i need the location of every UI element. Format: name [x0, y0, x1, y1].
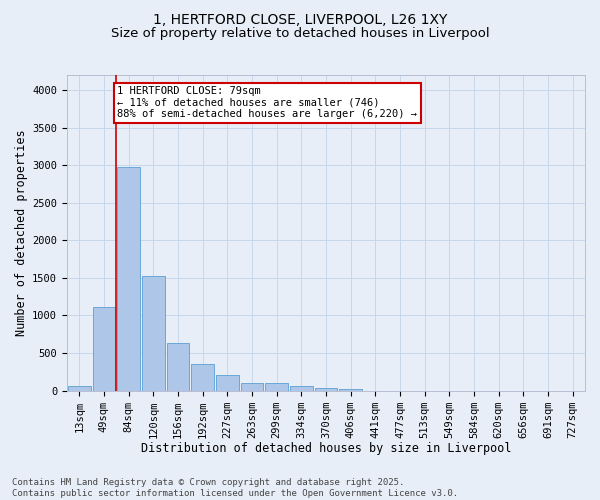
Text: Contains HM Land Registry data © Crown copyright and database right 2025.
Contai: Contains HM Land Registry data © Crown c…: [12, 478, 458, 498]
Bar: [314, 388, 337, 390]
Bar: [92, 307, 115, 390]
Text: 1, HERTFORD CLOSE, LIVERPOOL, L26 1XY: 1, HERTFORD CLOSE, LIVERPOOL, L26 1XY: [153, 12, 447, 26]
Bar: [167, 343, 189, 390]
Bar: [142, 276, 164, 390]
Bar: [339, 389, 362, 390]
Bar: [216, 375, 239, 390]
Bar: [290, 386, 313, 390]
Y-axis label: Number of detached properties: Number of detached properties: [15, 130, 28, 336]
Bar: [68, 386, 91, 390]
X-axis label: Distribution of detached houses by size in Liverpool: Distribution of detached houses by size …: [140, 442, 511, 455]
Text: Size of property relative to detached houses in Liverpool: Size of property relative to detached ho…: [110, 28, 490, 40]
Bar: [241, 383, 263, 390]
Bar: [117, 167, 140, 390]
Bar: [191, 364, 214, 390]
Text: 1 HERTFORD CLOSE: 79sqm
← 11% of detached houses are smaller (746)
88% of semi-d: 1 HERTFORD CLOSE: 79sqm ← 11% of detache…: [118, 86, 418, 120]
Bar: [265, 383, 288, 390]
